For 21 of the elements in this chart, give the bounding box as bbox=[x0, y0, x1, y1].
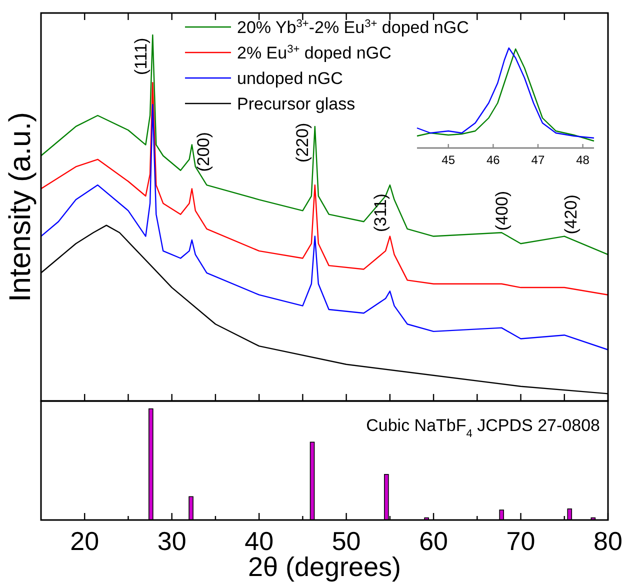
x-tick-label: 48 bbox=[576, 153, 590, 167]
x-tick-label: 46 bbox=[486, 153, 500, 167]
x-tick-label: 30 bbox=[157, 526, 186, 556]
annotation: (420) bbox=[561, 194, 580, 234]
x-tick-label: 20 bbox=[70, 526, 100, 556]
x-tick-label: 80 bbox=[594, 526, 622, 556]
x-tick-label: 47 bbox=[531, 153, 545, 167]
legend-label: Precursor glass bbox=[237, 94, 356, 114]
annotation: (311) bbox=[370, 194, 390, 232]
y-axis-title: Intensity (a.u.) bbox=[4, 112, 37, 302]
annotation: (400) bbox=[492, 190, 512, 231]
x-tick-label: 45 bbox=[442, 153, 456, 167]
text: Cubic NaTbF$_{4}$ JCPDS 27-0808 bbox=[366, 416, 600, 440]
x-tick-label: 60 bbox=[419, 526, 448, 556]
annotation: (111) bbox=[132, 38, 151, 75]
annotation: (220) bbox=[292, 122, 312, 162]
legend-label: undoped nGC bbox=[237, 69, 343, 88]
annotation: (200) bbox=[194, 132, 213, 172]
x-tick-label: 70 bbox=[506, 526, 536, 556]
legend-label: 20% Yb$^{3+}$-2% Eu$^{3+}$ doped nGC bbox=[237, 18, 469, 37]
legend-label: 2% Eu$^{3+}$ doped nGC bbox=[237, 44, 392, 62]
